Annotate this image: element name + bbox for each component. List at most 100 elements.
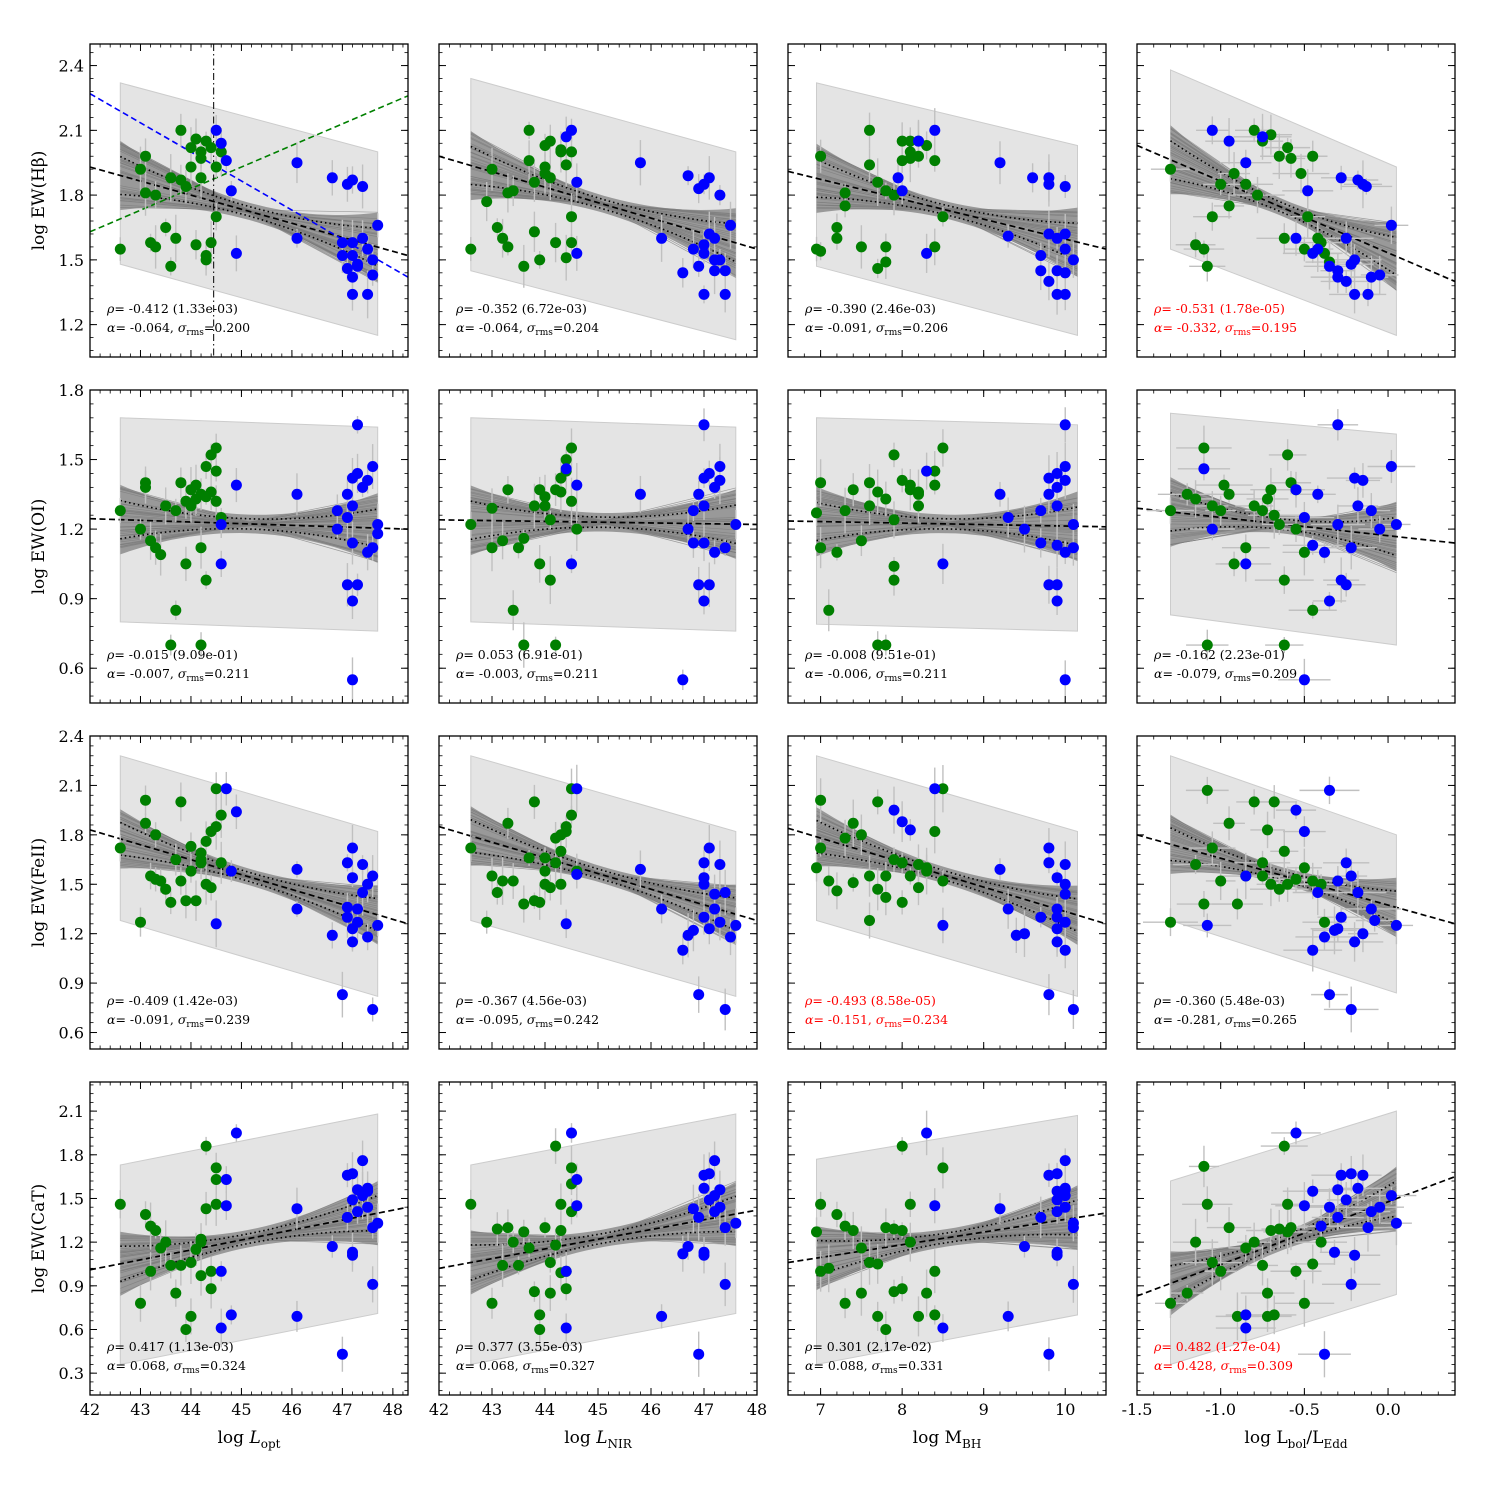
point-green: [1198, 243, 1210, 255]
data-points: [114, 783, 384, 1015]
point-green: [880, 639, 892, 651]
point-blue: [921, 247, 933, 259]
point-blue: [291, 488, 303, 500]
point-blue: [1059, 181, 1071, 192]
point-green: [913, 488, 924, 500]
bootstrap-line: [470, 156, 736, 255]
point-green: [190, 479, 202, 491]
point-green: [880, 241, 892, 253]
point-blue: [1002, 230, 1014, 242]
panel-r0-c0: 1.2 1.5 1.8 2.1 2.4 log EW(Hβ) ρ= -0.412 (1.33…: [29, 43, 409, 358]
point-green: [114, 505, 126, 517]
point-green: [210, 442, 222, 454]
point-blue: [367, 1278, 379, 1290]
point-green: [528, 176, 540, 188]
best-fit-line: [1137, 144, 1455, 283]
annotation-rho: ρ= 0.482 (1.27e-04): [1153, 1339, 1281, 1354]
point-blue: [1002, 1310, 1014, 1322]
point-blue: [560, 1322, 572, 1334]
point-green: [180, 1324, 192, 1335]
point-green: [195, 172, 207, 184]
point-blue: [347, 237, 358, 249]
point-green: [544, 1287, 556, 1299]
point-blue: [291, 903, 303, 915]
point-green: [1319, 916, 1330, 928]
point-blue: [714, 189, 726, 201]
point-blue: [1298, 1200, 1310, 1212]
x-tick-label: 43: [130, 1400, 150, 1419]
point-blue: [1198, 463, 1210, 475]
y-tick-label: 0.9: [59, 590, 84, 609]
point-green: [491, 887, 503, 898]
point-green: [523, 1242, 535, 1254]
point-green: [185, 1257, 197, 1268]
point-blue: [1051, 903, 1063, 915]
point-green: [1298, 243, 1310, 255]
point-blue: [357, 887, 369, 898]
point-green: [1165, 505, 1176, 517]
point-blue: [719, 542, 731, 554]
point-blue: [230, 806, 242, 818]
point-green: [872, 796, 884, 808]
point-green: [811, 862, 822, 874]
panel-plot-area: [788, 1110, 1106, 1372]
point-blue: [352, 903, 363, 915]
point-blue: [698, 247, 710, 259]
point-green: [1198, 898, 1210, 910]
point-blue: [714, 916, 726, 928]
point-blue: [1329, 1246, 1340, 1258]
point-blue: [1240, 558, 1252, 570]
point-blue: [341, 263, 353, 274]
point-blue: [566, 558, 577, 570]
point-blue: [1051, 1194, 1063, 1206]
point-blue: [1352, 887, 1364, 898]
y-tick-label: 1.8: [59, 381, 84, 400]
point-green: [205, 1265, 217, 1277]
point-blue: [656, 903, 668, 915]
point-blue: [1059, 243, 1071, 255]
point-blue: [225, 185, 237, 197]
point-blue: [1365, 903, 1377, 915]
bootstrap-line: [816, 863, 1078, 892]
point-green: [888, 574, 900, 586]
point-green: [210, 465, 222, 477]
y-tick-label: 1.5: [59, 875, 84, 894]
point-green: [864, 477, 875, 489]
point-blue: [896, 185, 908, 197]
x-tick-label: 10: [1055, 1400, 1075, 1419]
point-green: [1290, 523, 1302, 535]
point-blue: [352, 579, 363, 591]
point-blue: [709, 903, 721, 915]
point-blue: [1307, 944, 1319, 956]
point-green: [1278, 1140, 1290, 1152]
point-blue: [714, 461, 726, 472]
point-green: [175, 875, 187, 887]
point-green: [150, 1225, 162, 1236]
point-green: [839, 505, 851, 517]
point-blue: [1043, 275, 1055, 287]
point-blue: [1051, 539, 1063, 551]
point-blue: [1035, 1211, 1047, 1223]
point-blue: [656, 1310, 668, 1322]
point-green: [1273, 1223, 1285, 1235]
point-green: [560, 1283, 572, 1295]
ticks: [787, 389, 1106, 703]
point-green: [180, 895, 192, 907]
point-blue: [1365, 271, 1377, 283]
y-tick-label: 2.1: [59, 776, 84, 795]
point-blue: [1290, 804, 1302, 816]
point-green: [1278, 232, 1290, 244]
point-green: [555, 486, 567, 498]
point-blue: [357, 181, 369, 192]
point-green: [544, 514, 556, 526]
point-blue: [656, 232, 668, 244]
point-green: [518, 532, 530, 544]
point-blue: [352, 258, 363, 270]
point-blue: [1051, 595, 1063, 607]
panel-plot-area: [439, 755, 757, 1031]
point-green: [872, 639, 884, 651]
point-blue: [1059, 474, 1071, 486]
annotation-alpha: α= -0.064, σrms=0.200: [107, 320, 250, 338]
panel-plot-area: [788, 407, 1106, 700]
point-blue: [1290, 484, 1302, 496]
